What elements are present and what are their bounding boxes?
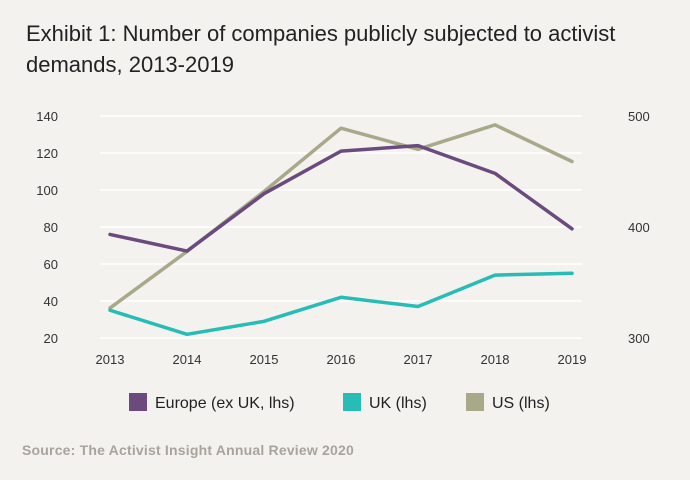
- legend-swatch: [466, 393, 484, 411]
- series-line-europe: [108, 143, 574, 253]
- source-note: Source: The Activist Insight Annual Revi…: [22, 442, 355, 458]
- legend-label: UK (lhs): [369, 395, 427, 412]
- left-tick-label: 120: [36, 146, 58, 161]
- left-tick-label: 80: [44, 220, 58, 235]
- x-tick-label: 2018: [481, 352, 510, 367]
- x-tick-label: 2014: [173, 352, 202, 367]
- x-tick-label: 2015: [250, 352, 279, 367]
- chart-title: Exhibit 1: Number of companies publicly …: [26, 21, 616, 77]
- left-tick-label: 140: [36, 109, 58, 124]
- right-tick-label: 300: [628, 331, 650, 346]
- left-tick-label: 60: [44, 257, 58, 272]
- x-tick-label: 2016: [327, 352, 356, 367]
- legend-label: Europe (ex UK, lhs): [155, 395, 295, 412]
- line-chart: 20 40 60 80 100 120 140 300 400 500 2013 2014 2015 20…: [36, 109, 650, 412]
- x-tick-label: 2017: [404, 352, 433, 367]
- left-tick-label: 20: [44, 331, 58, 346]
- left-tick-label: 40: [44, 294, 58, 309]
- legend-swatch: [129, 393, 147, 411]
- x-tick-label: 2013: [96, 352, 125, 367]
- series-line-uk: [108, 271, 574, 337]
- left-tick-label: 100: [36, 183, 58, 198]
- x-tick-label: 2019: [558, 352, 587, 367]
- right-tick-label: 500: [628, 109, 650, 124]
- legend-swatch: [343, 393, 361, 411]
- right-tick-label: 400: [628, 220, 650, 235]
- legend-label: US (lhs): [492, 395, 550, 412]
